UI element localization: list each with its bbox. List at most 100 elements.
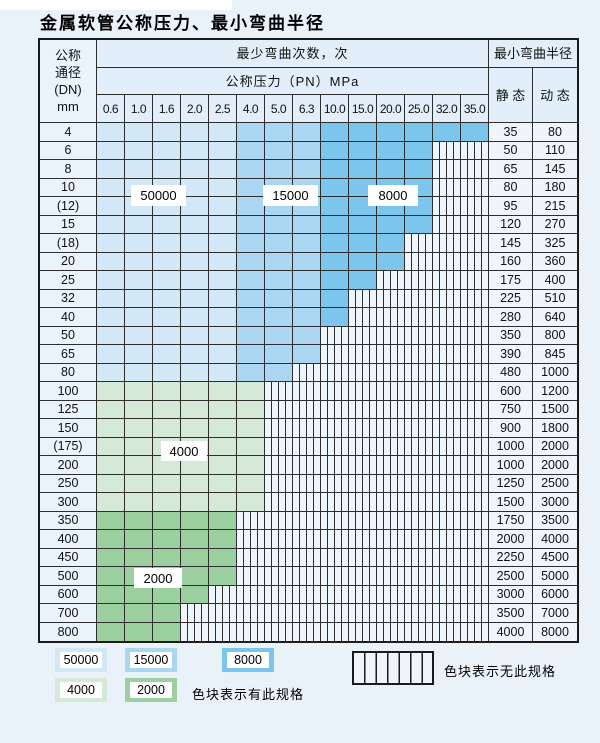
no-spec-cell — [265, 400, 293, 419]
dynamic-radius-cell: 1000 — [533, 363, 577, 382]
spec-cell — [97, 178, 125, 197]
page-title: 金属软管公称压力、最小弯曲半径 — [40, 14, 325, 34]
spec-cell — [209, 160, 237, 179]
static-radius-cell: 350 — [489, 326, 533, 345]
no-spec-cell — [433, 511, 461, 530]
spec-cell — [125, 530, 153, 549]
spec-cell — [181, 326, 209, 345]
static-radius-cell: 1750 — [489, 511, 533, 530]
spec-cell — [125, 326, 153, 345]
no-spec-cell — [377, 400, 405, 419]
no-spec-cell — [237, 530, 265, 549]
dynamic-radius-cell: 180 — [533, 178, 577, 197]
pressure-col-header: 2.5 — [209, 95, 237, 123]
no-spec-cell — [461, 585, 489, 604]
no-spec-cell — [461, 437, 489, 456]
static-radius-cell: 1500 — [489, 493, 533, 512]
no-spec-cell — [293, 548, 321, 567]
spec-cell — [293, 271, 321, 290]
no-spec-cell — [377, 382, 405, 401]
no-spec-cell — [433, 567, 461, 586]
no-spec-cell — [461, 234, 489, 253]
spec-cell — [265, 289, 293, 308]
spec-cell — [181, 123, 209, 142]
spec-cell — [97, 289, 125, 308]
no-spec-cell — [433, 308, 461, 327]
no-spec-cell — [377, 308, 405, 327]
spec-cell — [153, 400, 181, 419]
no-spec-cell — [461, 197, 489, 216]
spec-cell — [209, 326, 237, 345]
spec-cell — [433, 123, 461, 142]
spec-cell — [265, 345, 293, 364]
no-spec-cell — [321, 419, 349, 438]
no-spec-cell — [349, 289, 377, 308]
spec-cell — [97, 345, 125, 364]
no-spec-cell — [461, 548, 489, 567]
spec-cell — [321, 234, 349, 253]
spec-cell — [377, 123, 405, 142]
corner-line: 公称 — [54, 48, 81, 63]
no-spec-cell — [265, 622, 293, 641]
no-spec-cell — [405, 567, 433, 586]
no-spec-cell — [321, 437, 349, 456]
dn-cell: 250 — [40, 474, 97, 493]
dn-cell: 600 — [40, 585, 97, 604]
no-spec-cell — [321, 511, 349, 530]
static-radius-cell: 2000 — [489, 530, 533, 549]
spec-cell — [153, 474, 181, 493]
spec-cell — [181, 567, 209, 586]
spec-cell — [181, 363, 209, 382]
no-spec-cell — [265, 585, 293, 604]
no-spec-cell — [265, 437, 293, 456]
spec-cell — [265, 308, 293, 327]
no-spec-cell — [349, 493, 377, 512]
spec-cell — [181, 400, 209, 419]
spec-cell — [321, 289, 349, 308]
dynamic-radius-cell: 145 — [533, 160, 577, 179]
spec-cell — [293, 160, 321, 179]
no-spec-cell — [293, 622, 321, 641]
spec-cell — [153, 622, 181, 641]
spec-cell — [293, 326, 321, 345]
pressure-col-header: 1.6 — [153, 95, 181, 123]
spec-cell — [125, 160, 153, 179]
no-spec-cell — [461, 493, 489, 512]
spec-cell — [209, 474, 237, 493]
legend-has-spec-text: 色块表示有此规格 — [192, 687, 305, 702]
spec-cell — [97, 252, 125, 271]
corner-line: 通径 — [54, 65, 81, 80]
dynamic-radius-cell: 4500 — [533, 548, 577, 567]
no-spec-cell — [293, 437, 321, 456]
spec-cell — [125, 456, 153, 475]
no-spec-cell — [377, 437, 405, 456]
no-spec-cell — [349, 548, 377, 567]
no-spec-cell — [377, 271, 405, 290]
spec-cell — [265, 123, 293, 142]
pressure-col-header: 2.0 — [181, 95, 209, 123]
dynamic-radius-cell: 4000 — [533, 530, 577, 549]
spec-cell — [209, 382, 237, 401]
static-header: 静 态 — [489, 68, 533, 123]
no-spec-cell — [433, 493, 461, 512]
no-spec-cell — [349, 530, 377, 549]
no-spec-cell — [293, 400, 321, 419]
no-spec-cell — [405, 474, 433, 493]
spec-cell — [321, 141, 349, 160]
no-spec-cell — [377, 622, 405, 641]
no-spec-cell — [349, 326, 377, 345]
no-spec-cell — [461, 178, 489, 197]
no-spec-cell — [405, 511, 433, 530]
spec-cell — [209, 234, 237, 253]
no-spec-cell — [433, 382, 461, 401]
spec-cell — [181, 271, 209, 290]
dynamic-radius-cell: 7000 — [533, 604, 577, 623]
static-radius-cell: 2500 — [489, 567, 533, 586]
no-spec-cell — [349, 345, 377, 364]
legend-swatch-2000: 2000 — [125, 678, 177, 702]
static-radius-cell: 120 — [489, 215, 533, 234]
no-spec-cell — [349, 474, 377, 493]
spec-cell — [461, 123, 489, 142]
no-spec-cell — [405, 419, 433, 438]
no-spec-cell — [433, 271, 461, 290]
